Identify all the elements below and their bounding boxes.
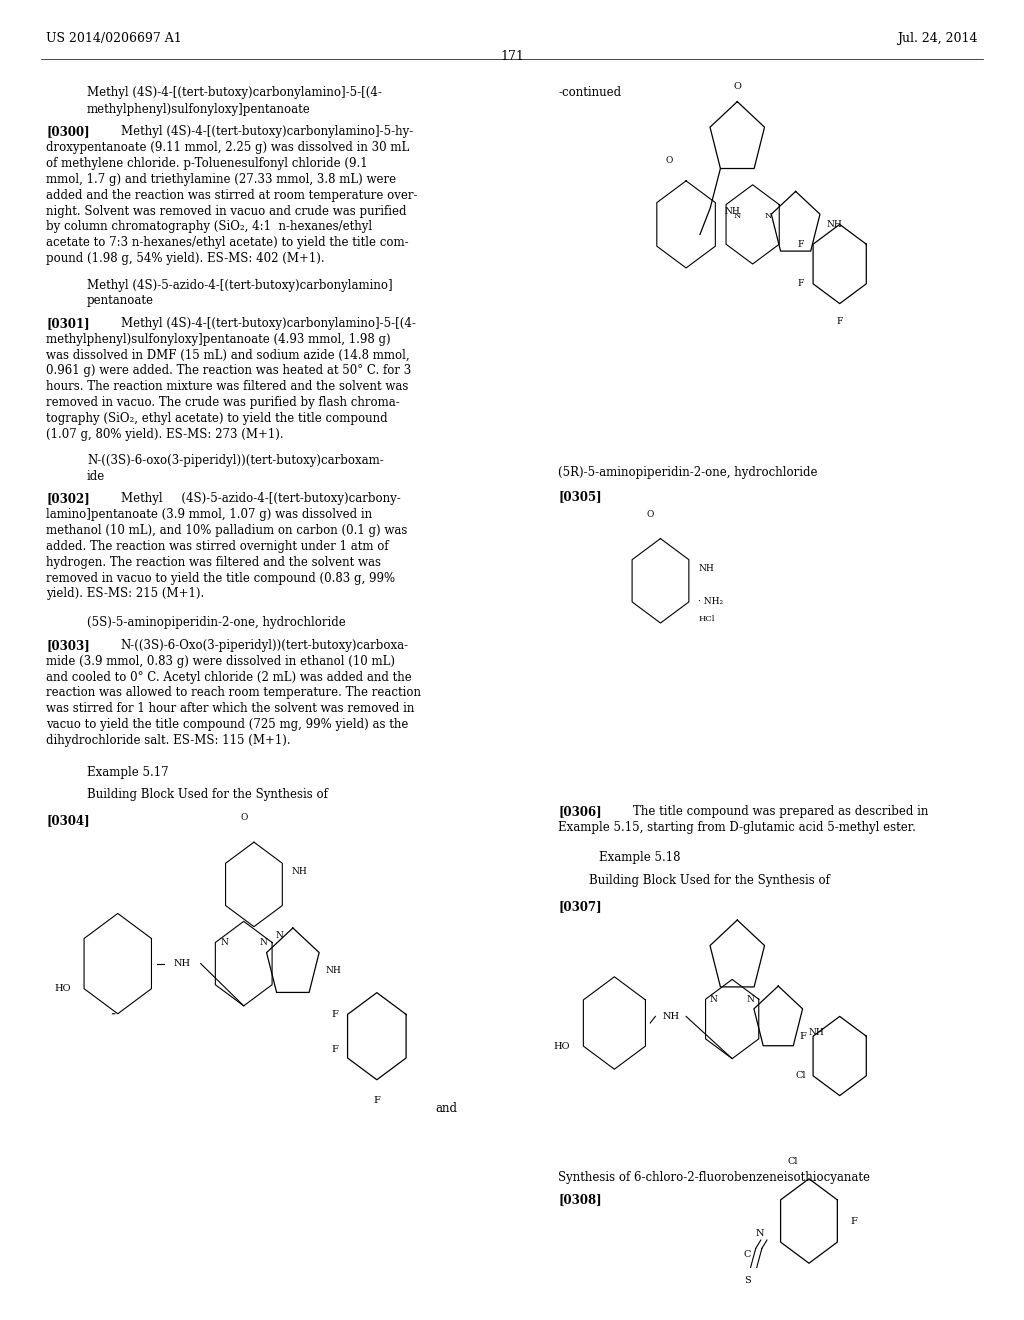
Text: F: F [798,240,804,248]
Text: HCl: HCl [698,615,715,623]
Text: Example 5.15, starting from D-glutamic acid 5-methyl ester.: Example 5.15, starting from D-glutamic a… [558,821,915,834]
Text: [0302]: [0302] [46,492,90,506]
Text: vacuo to yield the title compound (725 mg, 99% yield) as the: vacuo to yield the title compound (725 m… [46,718,409,731]
Text: NH: NH [174,960,190,968]
Text: Cl: Cl [796,1072,806,1080]
Text: ide: ide [87,470,105,483]
Text: F: F [798,280,804,288]
Text: droxypentanoate (9.11 mmol, 2.25 g) was dissolved in 30 mL: droxypentanoate (9.11 mmol, 2.25 g) was … [46,141,410,154]
Text: night. Solvent was removed in vacuo and crude was purified: night. Solvent was removed in vacuo and … [46,205,407,218]
Text: reaction was allowed to reach room temperature. The reaction: reaction was allowed to reach room tempe… [46,686,421,700]
Text: hydrogen. The reaction was filtered and the solvent was: hydrogen. The reaction was filtered and … [46,556,381,569]
Text: Methyl (4S)-4-[(tert-butoxy)carbonylamino]-5-hy-: Methyl (4S)-4-[(tert-butoxy)carbonylamin… [121,125,413,139]
Text: NH: NH [292,867,307,876]
Text: S: S [743,1275,751,1284]
Text: Methyl     (4S)-5-azido-4-[(tert-butoxy)carbony-: Methyl (4S)-5-azido-4-[(tert-butoxy)carb… [121,492,400,506]
Text: pentanoate: pentanoate [87,294,154,308]
Text: HO: HO [554,1041,570,1051]
Text: [0301]: [0301] [46,317,90,330]
Text: hours. The reaction mixture was filtered and the solvent was: hours. The reaction mixture was filtered… [46,380,409,393]
Text: [0308]: [0308] [558,1193,602,1206]
Text: Jul. 24, 2014: Jul. 24, 2014 [897,32,978,45]
Text: F: F [850,1217,857,1225]
Text: [0304]: [0304] [46,814,90,828]
Text: Methyl (4S)-4-[(tert-butoxy)carbonylamino]-5-[(4-: Methyl (4S)-4-[(tert-butoxy)carbonylamin… [87,86,382,99]
Text: F: F [331,1044,338,1053]
Text: yield). ES-MS: 215 (M+1).: yield). ES-MS: 215 (M+1). [46,587,205,601]
Text: F: F [837,317,843,326]
Text: O: O [666,156,673,165]
Text: N: N [746,995,755,1003]
Text: removed in vacuo to yield the title compound (0.83 g, 99%: removed in vacuo to yield the title comp… [46,572,395,585]
Text: N-((3S)-6-oxo(3-piperidyl))(tert-butoxy)carboxam-: N-((3S)-6-oxo(3-piperidyl))(tert-butoxy)… [87,454,384,467]
Text: NH: NH [725,207,740,216]
Text: Example 5.17: Example 5.17 [87,766,169,779]
Text: [0303]: [0303] [46,639,90,652]
Text: (5S)-5-aminopiperidin-2-one, hydrochloride: (5S)-5-aminopiperidin-2-one, hydrochlori… [87,616,346,630]
Text: Building Block Used for the Synthesis of: Building Block Used for the Synthesis of [87,788,328,801]
Text: NH: NH [698,564,714,573]
Text: mide (3.9 mmol, 0.83 g) were dissolved in ethanol (10 mL): mide (3.9 mmol, 0.83 g) were dissolved i… [46,655,395,668]
Text: methylphenyl)sulfonyloxy]pentanoate (4.93 mmol, 1.98 g): methylphenyl)sulfonyloxy]pentanoate (4.9… [46,333,391,346]
Text: by column chromatography (SiO₂, 4:1  n-hexanes/ethyl: by column chromatography (SiO₂, 4:1 n-he… [46,220,372,234]
Text: C: C [743,1250,751,1259]
Text: NH: NH [826,220,842,228]
Text: methylphenyl)sulfonyloxy]pentanoate: methylphenyl)sulfonyloxy]pentanoate [87,103,311,116]
Text: and: and [435,1102,457,1115]
Text: pound (1.98 g, 54% yield). ES-MS: 402 (M+1).: pound (1.98 g, 54% yield). ES-MS: 402 (M… [46,252,325,265]
Text: N-((3S)-6-Oxo(3-piperidyl))(tert-butoxy)carboxa-: N-((3S)-6-Oxo(3-piperidyl))(tert-butoxy)… [121,639,409,652]
Text: Building Block Used for the Synthesis of: Building Block Used for the Synthesis of [589,874,829,887]
Text: The title compound was prepared as described in: The title compound was prepared as descr… [633,805,928,818]
Text: NH: NH [326,966,341,975]
Text: added and the reaction was stirred at room temperature over-: added and the reaction was stirred at ro… [46,189,418,202]
Text: N: N [733,213,741,220]
Text: US 2014/0206697 A1: US 2014/0206697 A1 [46,32,182,45]
Text: F: F [799,1032,806,1040]
Text: O: O [733,82,741,91]
Text: mmol, 1.7 g) and triethylamine (27.33 mmol, 3.8 mL) were: mmol, 1.7 g) and triethylamine (27.33 mm… [46,173,396,186]
Text: [0305]: [0305] [558,490,602,503]
Text: O: O [647,510,654,519]
Text: was stirred for 1 hour after which the solvent was removed in: was stirred for 1 hour after which the s… [46,702,415,715]
Text: N: N [220,939,228,946]
Text: [0306]: [0306] [558,805,602,818]
Text: dihydrochloride salt. ES-MS: 115 (M+1).: dihydrochloride salt. ES-MS: 115 (M+1). [46,734,291,747]
Text: Methyl (4S)-5-azido-4-[(tert-butoxy)carbonylamino]: Methyl (4S)-5-azido-4-[(tert-butoxy)carb… [87,279,392,292]
Text: methanol (10 mL), and 10% palladium on carbon (0.1 g) was: methanol (10 mL), and 10% palladium on c… [46,524,408,537]
Text: (5R)-5-aminopiperidin-2-one, hydrochloride: (5R)-5-aminopiperidin-2-one, hydrochlori… [558,466,817,479]
Text: F: F [374,1096,380,1105]
Text: (1.07 g, 80% yield). ES-MS: 273 (M+1).: (1.07 g, 80% yield). ES-MS: 273 (M+1). [46,428,284,441]
Text: NH: NH [663,1012,679,1020]
Text: -continued: -continued [558,86,622,99]
Text: added. The reaction was stirred overnight under 1 atm of: added. The reaction was stirred overnigh… [46,540,389,553]
Text: · NH₂: · NH₂ [698,598,724,606]
Text: Cl: Cl [787,1156,798,1166]
Text: lamino]pentanoate (3.9 mmol, 1.07 g) was dissolved in: lamino]pentanoate (3.9 mmol, 1.07 g) was… [46,508,372,521]
Text: acetate to 7:3 n-hexanes/ethyl acetate) to yield the title com-: acetate to 7:3 n-hexanes/ethyl acetate) … [46,236,409,249]
Text: HO: HO [54,985,71,993]
Text: N: N [275,931,283,940]
Text: N: N [710,995,718,1003]
Text: removed in vacuo. The crude was purified by flash chroma-: removed in vacuo. The crude was purified… [46,396,399,409]
Text: N: N [259,939,267,946]
Text: of methylene chloride. p-Toluenesulfonyl chloride (9.1: of methylene chloride. p-Toluenesulfonyl… [46,157,368,170]
Text: was dissolved in DMF (15 mL) and sodium azide (14.8 mmol,: was dissolved in DMF (15 mL) and sodium … [46,348,410,362]
Text: 0.961 g) were added. The reaction was heated at 50° C. for 3: 0.961 g) were added. The reaction was he… [46,364,412,378]
Text: F: F [331,1010,338,1019]
Text: O: O [241,813,248,822]
Text: Example 5.18: Example 5.18 [599,851,681,865]
Text: N: N [756,1229,764,1238]
Text: Synthesis of 6-chloro-2-fluorobenzeneisothiocyanate: Synthesis of 6-chloro-2-fluorobenzeneiso… [558,1171,870,1184]
Text: 171: 171 [500,50,524,63]
Text: [0307]: [0307] [558,900,602,913]
Text: and cooled to 0° C. Acetyl chloride (2 mL) was added and the: and cooled to 0° C. Acetyl chloride (2 m… [46,671,412,684]
Text: [0300]: [0300] [46,125,90,139]
Text: NH: NH [809,1028,824,1036]
Text: Methyl (4S)-4-[(tert-butoxy)carbonylamino]-5-[(4-: Methyl (4S)-4-[(tert-butoxy)carbonylamin… [121,317,416,330]
Text: N: N [764,213,772,220]
Text: tography (SiO₂, ethyl acetate) to yield the title compound: tography (SiO₂, ethyl acetate) to yield … [46,412,388,425]
